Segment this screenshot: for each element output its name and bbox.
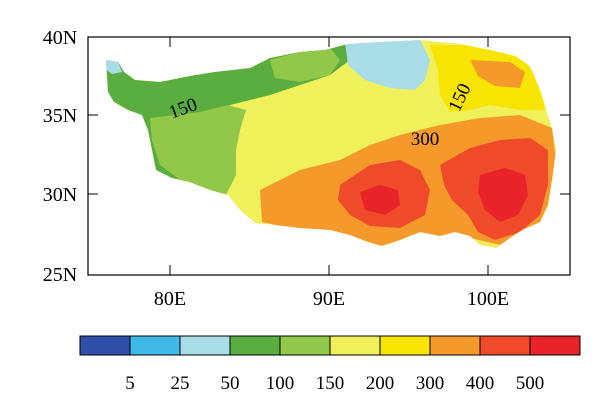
lon-label-80e: 80E	[154, 288, 186, 310]
plateau-field	[106, 40, 556, 248]
colorbar-label-50: 50	[221, 373, 240, 394]
colorbar-swatch-3	[229, 335, 281, 356]
colorbar-label-100: 100	[266, 373, 295, 394]
colorbar-label-400: 400	[466, 373, 495, 394]
region-north-ridge	[270, 48, 340, 82]
lon-label-100e: 100E	[467, 288, 509, 310]
colorbar-label-500: 500	[516, 373, 545, 394]
contour-label-300: 300	[411, 129, 440, 150]
region-qaidam-basin	[345, 40, 430, 90]
lat-label-35n: 35N	[43, 105, 77, 127]
colorbar-swatch-6	[379, 335, 431, 356]
colorbar-label-5: 5	[125, 373, 135, 394]
colorbar-swatch-7	[429, 335, 481, 356]
colorbar-swatch-5	[329, 335, 381, 356]
lat-label-40n: 40N	[43, 27, 77, 49]
colorbar-swatch-1	[129, 335, 181, 356]
colorbar	[79, 335, 581, 356]
lon-label-90e: 90E	[313, 288, 345, 310]
colorbar-label-200: 200	[366, 373, 395, 394]
region-peak-east	[478, 168, 528, 222]
lat-label-30n: 30N	[43, 184, 77, 206]
region-west-edge	[150, 105, 246, 195]
colorbar-label-150: 150	[316, 373, 345, 394]
colorbar-label-25: 25	[171, 373, 190, 394]
axis-ticks	[88, 37, 570, 275]
colorbar-label-300: 300	[416, 373, 445, 394]
region-northeast-peak	[470, 60, 525, 88]
colorbar-swatch-0	[79, 335, 131, 356]
colorbar-swatch-2	[179, 335, 231, 356]
region-northwest-corner	[106, 58, 122, 74]
colorbar-swatch-4	[279, 335, 331, 356]
colorbar-swatch-8	[479, 335, 531, 356]
colorbar-swatch-9	[529, 335, 581, 356]
colorbar-frame	[79, 335, 581, 356]
region-peak-west	[360, 185, 400, 215]
lat-label-25n: 25N	[43, 264, 77, 286]
